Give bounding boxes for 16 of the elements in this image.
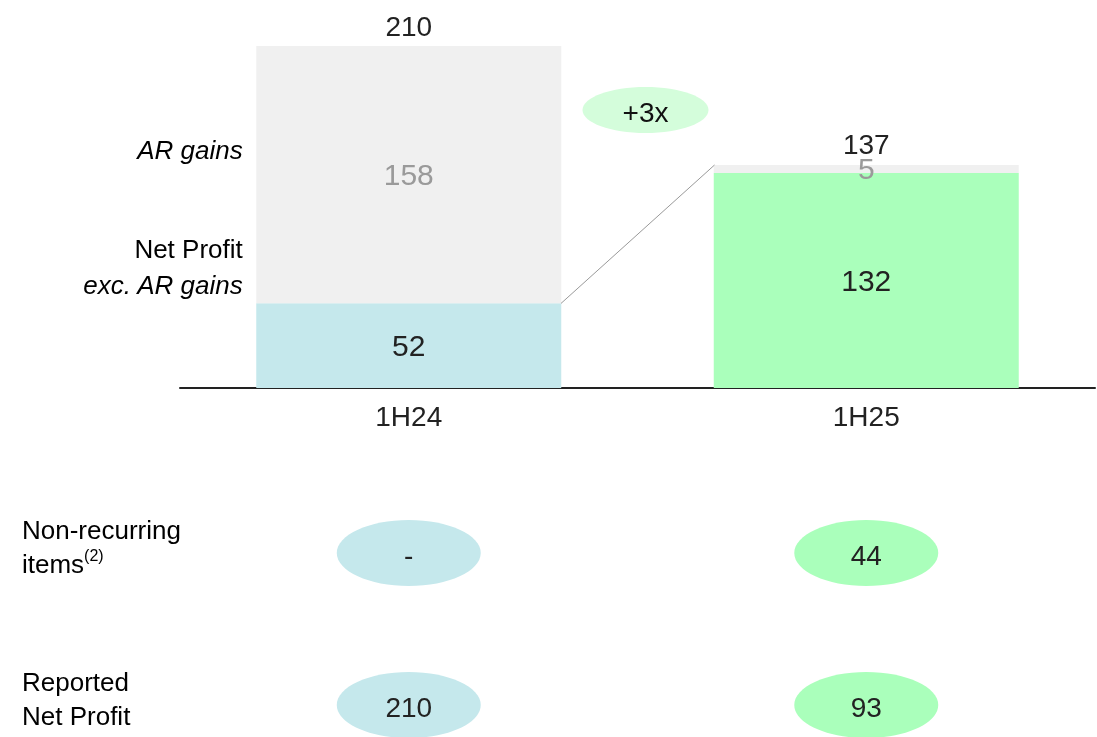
data-label: 132 [841, 264, 892, 298]
text: 210 [385, 691, 433, 723]
data-label: 52 [392, 329, 426, 363]
series-label: AR gains [135, 135, 243, 165]
data-label: 158 [383, 158, 434, 192]
total-label: 210 [385, 10, 433, 42]
x-tick-label: 1H25 [832, 400, 900, 432]
text: 44 [850, 539, 882, 571]
text: Reported Net Profit [22, 667, 132, 731]
bar [256, 303, 562, 388]
text: - [404, 539, 414, 571]
text: 93 [850, 691, 882, 723]
bar [256, 46, 562, 304]
series-label: Net Profit exc. AR gains [83, 234, 244, 300]
annotation: +3x [622, 96, 669, 128]
x-tick-label: 1H24 [375, 400, 443, 432]
